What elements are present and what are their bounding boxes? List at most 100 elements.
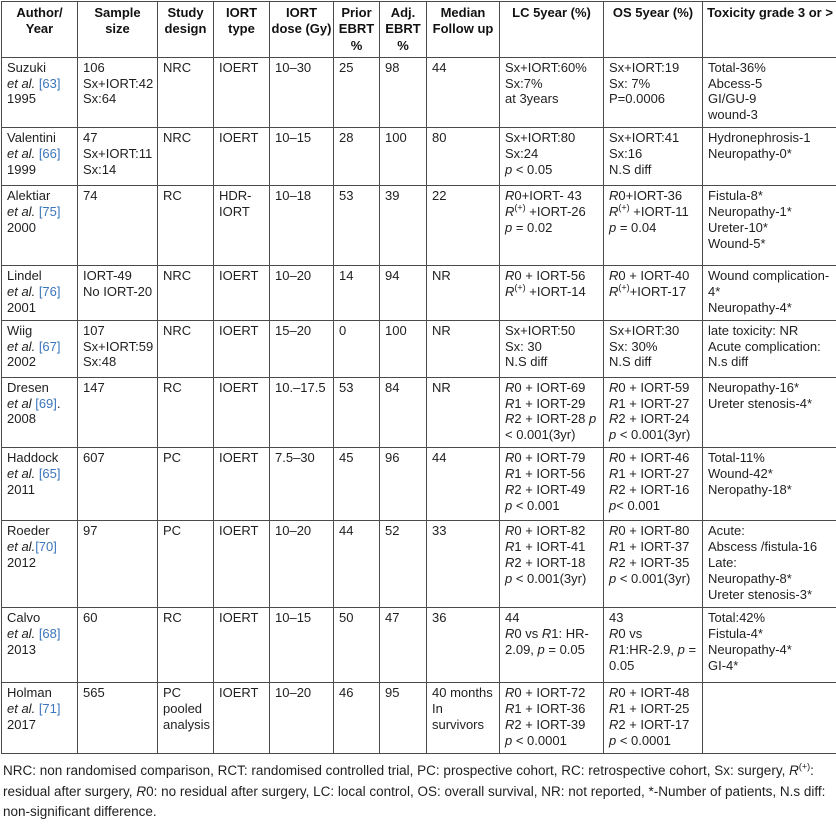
column-header-type: IORT type — [214, 2, 270, 58]
cell-toxicity: Neuropathy-16*Ureter stenosis-4* — [703, 377, 836, 447]
column-header-author: Author/ Year — [2, 2, 78, 58]
cell-sample: 565 — [78, 683, 158, 753]
cell-design: PC — [158, 448, 214, 521]
cell-type: IOERT — [214, 448, 270, 521]
cell-type: IOERT — [214, 320, 270, 377]
cell-adj: 52 — [380, 521, 427, 608]
cell-adj: 94 — [380, 266, 427, 321]
cell-followup: 80 — [427, 128, 500, 186]
cell-dose: 10–30 — [270, 57, 334, 127]
cell-design: NRC — [158, 128, 214, 186]
cell-design: NRC — [158, 320, 214, 377]
cell-dose: 10–20 — [270, 683, 334, 753]
column-header-adj: Adj. EBRT % — [380, 2, 427, 58]
cell-followup: NR — [427, 266, 500, 321]
citation-link[interactable]: [63] — [39, 76, 61, 91]
cell-prior: 50 — [334, 608, 380, 683]
cell-prior: 53 — [334, 377, 380, 447]
cell-adj: 95 — [380, 683, 427, 753]
citation-link[interactable]: [67] — [39, 339, 61, 354]
citation-link[interactable]: [69] — [35, 396, 57, 411]
cell-type: IOERT — [214, 683, 270, 753]
cell-type: IOERT — [214, 521, 270, 608]
cell-type: IOERT — [214, 128, 270, 186]
cell-prior: 14 — [334, 266, 380, 321]
cell-followup: 44 — [427, 448, 500, 521]
cell-dose: 10–20 — [270, 521, 334, 608]
column-header-lc: LC 5year (%) — [500, 2, 604, 58]
cell-lc: Sx+IORT:60%Sx:7%at 3years — [500, 57, 604, 127]
cell-followup: 33 — [427, 521, 500, 608]
cell-adj: 100 — [380, 128, 427, 186]
cell-adj: 98 — [380, 57, 427, 127]
citation-link[interactable]: [75] — [39, 204, 61, 219]
cell-adj: 96 — [380, 448, 427, 521]
cell-design: NRC — [158, 57, 214, 127]
cell-type: IOERT — [214, 266, 270, 321]
cell-dose: 10–15 — [270, 608, 334, 683]
cell-adj: 100 — [380, 320, 427, 377]
cell-dose: 10.–17.5 — [270, 377, 334, 447]
cell-prior: 46 — [334, 683, 380, 753]
citation-link[interactable]: [66] — [39, 146, 61, 161]
cell-prior: 53 — [334, 186, 380, 266]
citation-link[interactable]: [71] — [39, 701, 61, 716]
cell-dose: 10–18 — [270, 186, 334, 266]
cell-prior: 25 — [334, 57, 380, 127]
column-header-followup: Median Follow up — [427, 2, 500, 58]
cell-followup: 22 — [427, 186, 500, 266]
cell-design: RC — [158, 186, 214, 266]
cell-design: RC — [158, 377, 214, 447]
cell-dose: 15–20 — [270, 320, 334, 377]
column-header-os: OS 5year (%) — [604, 2, 703, 58]
citation-link[interactable]: [65] — [39, 466, 61, 481]
citation-link[interactable]: [70] — [35, 539, 57, 554]
cell-dose: 10–20 — [270, 266, 334, 321]
cell-toxicity: Wound complication-4*Neuropathy-4* — [703, 266, 836, 321]
citation-link[interactable]: [68] — [39, 626, 61, 641]
cell-followup: 36 — [427, 608, 500, 683]
cell-type: IOERT — [214, 608, 270, 683]
column-header-sample: Sample size — [78, 2, 158, 58]
cell-type: HDR-IORT — [214, 186, 270, 266]
cell-sample: 74 — [78, 186, 158, 266]
citation-link[interactable]: [76] — [39, 284, 61, 299]
